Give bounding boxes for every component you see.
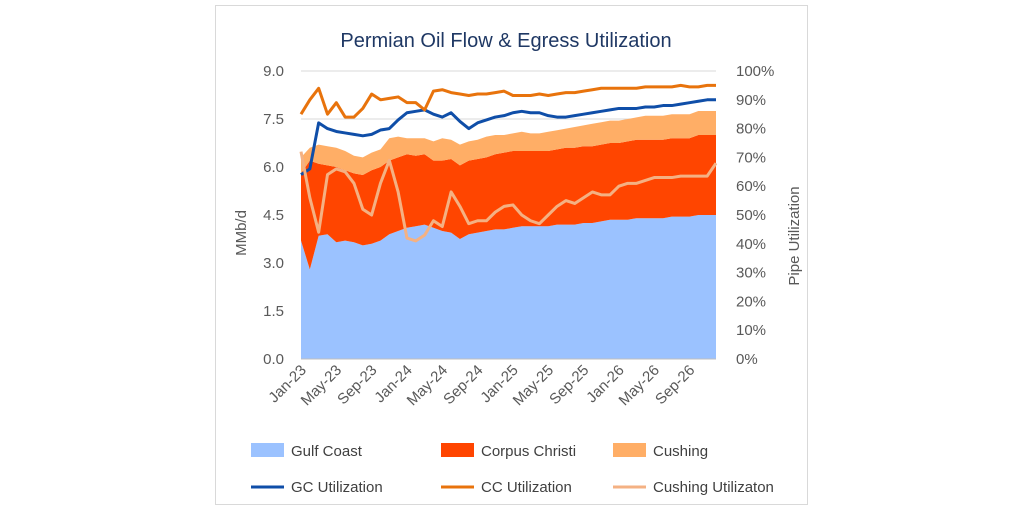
line-series (299, 83, 716, 119)
y-left-tick-label: 7.5 (263, 111, 284, 128)
y-axis-right-title: Pipe Utilization (786, 186, 803, 285)
y-right-tick-label: 100% (736, 63, 774, 80)
y-left-tick-label: 1.5 (263, 303, 284, 320)
y-left-tick-label: 3.0 (263, 255, 284, 272)
stacked-areas (301, 111, 716, 359)
y-right-tick-label: 20% (736, 293, 766, 310)
y-right-tick-label: 0% (736, 351, 758, 368)
y-left-tick-label: 0.0 (263, 351, 284, 368)
legend-label: CC Utilization (481, 479, 572, 496)
y-left-tick-label: 9.0 (263, 63, 284, 80)
legend-label: Cushing (653, 443, 708, 460)
line-series (299, 151, 718, 243)
legend-swatch (613, 443, 646, 457)
utilization-lines (299, 83, 718, 243)
y-right-tick-label: 50% (736, 207, 766, 224)
y-right-tick-label: 80% (736, 121, 766, 138)
legend-swatch (441, 443, 474, 457)
y-left-tick-label: 4.5 (263, 207, 284, 224)
chart-frame: Permian Oil Flow & Egress Utilization 0.… (215, 5, 808, 505)
area-series (301, 135, 716, 270)
y-right-tick-label: 40% (736, 236, 766, 253)
y-left-tick-label: 6.0 (263, 159, 284, 176)
legend-label: GC Utilization (291, 479, 383, 496)
y-right-tick-label: 70% (736, 149, 766, 166)
area-series (301, 215, 716, 359)
legend-label: Corpus Christi (481, 443, 576, 460)
legend-label: Gulf Coast (291, 443, 363, 460)
chart-title: Permian Oil Flow & Egress Utilization (340, 30, 671, 52)
y-right-tick-label: 60% (736, 178, 766, 195)
x-axis: Jan-23May-23Sep-23Jan-24May-24Sep-24Jan-… (265, 358, 716, 409)
x-tick-label: Sep-25 (546, 362, 592, 408)
x-tick-label: Sep-23 (334, 362, 380, 408)
line-series (300, 98, 716, 176)
legend-swatch (251, 443, 284, 457)
y-right-tick-label: 30% (736, 265, 766, 282)
y-right-tick-label: 90% (736, 92, 766, 109)
legend: Gulf Coast Corpus Christi Cushing GC Utiliz… (251, 443, 774, 496)
x-tick-label: Sep-24 (440, 362, 486, 408)
area-series (301, 111, 716, 175)
y-right-tick-label: 10% (736, 322, 766, 339)
x-tick-label: Sep-26 (652, 362, 698, 408)
legend-label: Cushing Utilizaton (653, 479, 774, 496)
y-axis-left-title: MMb/d (233, 210, 250, 256)
y-axis-right: 0% 10% 20% 30% 40% 50% 60% 70% 80% 90% 100% (736, 63, 774, 368)
y-axis-left: 0.0 1.5 3.0 4.5 6.0 7.5 9.0 (263, 63, 284, 368)
chart-svg: Permian Oil Flow & Egress Utilization 0.… (233, 30, 803, 496)
